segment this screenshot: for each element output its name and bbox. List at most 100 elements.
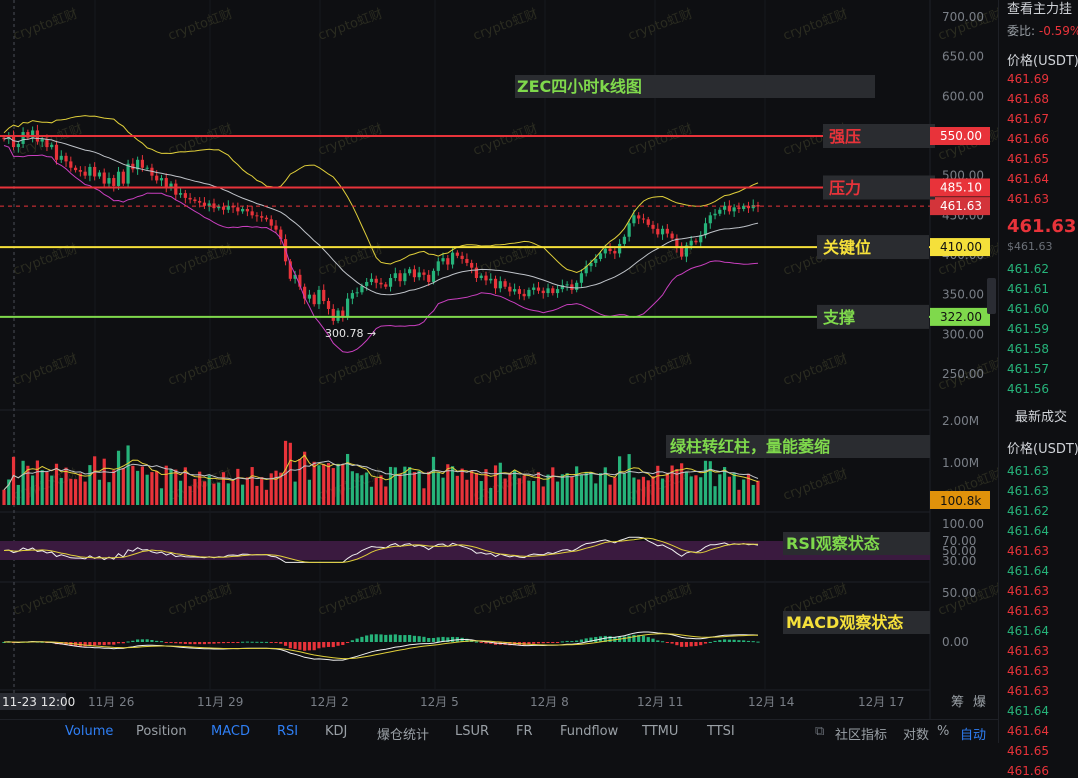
macd-hist-bar xyxy=(97,642,102,645)
volume-bar xyxy=(116,450,121,505)
volume-bar xyxy=(54,463,59,505)
community-indicator-icon[interactable]: ⧉ xyxy=(815,724,825,739)
volume-bar xyxy=(83,481,87,505)
volume-bar xyxy=(107,482,111,505)
volume-bar xyxy=(388,466,393,505)
macd-hist-bar xyxy=(727,639,731,642)
candle xyxy=(159,178,164,181)
candle xyxy=(703,223,708,236)
tab-ttsi[interactable]: TTSI xyxy=(707,724,735,739)
volume-bar xyxy=(508,472,512,505)
candle xyxy=(632,215,636,224)
tab-fundflow[interactable]: Fundflow xyxy=(560,724,619,739)
candle xyxy=(436,261,440,271)
panel-resize-handle[interactable] xyxy=(987,278,996,314)
rsi-tick-label: 100.00 xyxy=(942,517,984,531)
candle xyxy=(651,224,655,229)
volume-bar xyxy=(546,474,550,505)
tab-爆仓统计[interactable]: 爆仓统计 xyxy=(377,728,430,743)
macd-hist-bar xyxy=(751,641,755,643)
trades-header[interactable]: 最新成交 xyxy=(1015,410,1068,425)
volume-bar xyxy=(470,470,474,505)
tab-macd[interactable]: MACD xyxy=(211,724,250,739)
volume-bar xyxy=(31,475,35,505)
level-label-bg xyxy=(817,304,929,329)
macd-hist-bar xyxy=(622,636,626,642)
volume-bar xyxy=(403,466,407,505)
tab-rsi[interactable]: RSI xyxy=(277,724,299,739)
macd-hist-bar xyxy=(536,642,541,644)
level-price-tag-label: 485.10 xyxy=(940,180,982,194)
volume-bar xyxy=(718,474,722,505)
candle xyxy=(54,144,59,160)
volume-bar xyxy=(570,476,574,505)
macd-hist-bar xyxy=(250,641,254,643)
tab-position[interactable]: Position xyxy=(136,724,187,739)
macd-hist-bar xyxy=(555,642,560,643)
watermark-text: crypto虹财 xyxy=(626,122,695,159)
volume-bar xyxy=(756,480,760,505)
volume-bar xyxy=(627,454,631,505)
candle xyxy=(140,159,144,168)
volume-tag xyxy=(930,491,990,509)
candle xyxy=(45,139,49,148)
tab-ttmu[interactable]: TTMU xyxy=(642,724,679,739)
candle xyxy=(660,228,665,235)
tab-volume[interactable]: Volume xyxy=(65,724,114,739)
tab-log-scale[interactable]: 对数 xyxy=(903,728,930,743)
tab-percent[interactable]: % xyxy=(937,724,950,739)
macd-hist-bar xyxy=(708,641,712,643)
volume-bar xyxy=(408,467,412,505)
level-price-tag xyxy=(930,307,990,326)
macd-hist-bar xyxy=(379,634,383,642)
price-tick-label: 700.00 xyxy=(942,10,984,24)
last-price-usd: $461.63 xyxy=(1007,240,1053,253)
macd-hist-bar xyxy=(699,642,703,646)
volume-ma10-line xyxy=(3,460,759,491)
main-orders-link[interactable]: 查看主力挂 xyxy=(1007,2,1073,17)
candle xyxy=(303,286,307,299)
trade-price: 461.63 xyxy=(1007,484,1049,498)
candle xyxy=(722,205,727,210)
candle xyxy=(26,132,30,138)
volume-bar xyxy=(632,477,636,505)
macd-hist-bar xyxy=(369,634,374,642)
macd-hist-bar xyxy=(64,642,68,646)
macd-hist-bar xyxy=(579,639,584,642)
kline-chart[interactable]: crypto虹财 crypto虹财 crypto虹财 crypto虹财 crypto虹财… xyxy=(0,0,998,719)
volume-bar xyxy=(665,472,669,505)
candle xyxy=(637,215,641,219)
macd-hist-bar xyxy=(59,642,63,645)
tab-fr[interactable]: FR xyxy=(516,724,533,739)
volume-bar xyxy=(264,489,269,505)
volume-bar xyxy=(274,470,278,505)
volume-bar xyxy=(188,486,192,505)
volume-bar xyxy=(178,480,183,505)
tab-lsur[interactable]: LSUR xyxy=(455,724,490,739)
low-price-marker: 300.78 → xyxy=(325,327,376,340)
level-label-bg xyxy=(817,235,929,260)
candle xyxy=(532,287,536,290)
tab-community-indicators[interactable]: 社区指标 xyxy=(835,728,888,743)
candle xyxy=(450,252,455,265)
candle xyxy=(470,262,474,268)
volume-bar xyxy=(431,456,436,505)
volume-bar xyxy=(145,474,149,505)
candle xyxy=(565,284,569,286)
volume-bar xyxy=(708,461,712,505)
candle xyxy=(374,278,378,283)
tab-auto-scale[interactable]: 自动 xyxy=(960,728,987,743)
macd-hist-bar xyxy=(341,642,345,645)
volume-bar xyxy=(317,465,321,505)
macd-hist-bar xyxy=(388,634,393,642)
tab-kdj[interactable]: KDJ xyxy=(325,724,348,739)
rsi-ma-line xyxy=(3,537,759,563)
trade-price: 461.63 xyxy=(1007,644,1049,658)
candle xyxy=(21,132,25,144)
bid-price: 461.57 xyxy=(1007,362,1049,376)
candle xyxy=(40,139,44,142)
macd-hist-bar xyxy=(746,640,751,642)
macd-tick-label: 0.00 xyxy=(942,635,969,649)
watermark-text: crypto虹财 xyxy=(316,352,385,389)
volume-bar xyxy=(169,469,173,505)
